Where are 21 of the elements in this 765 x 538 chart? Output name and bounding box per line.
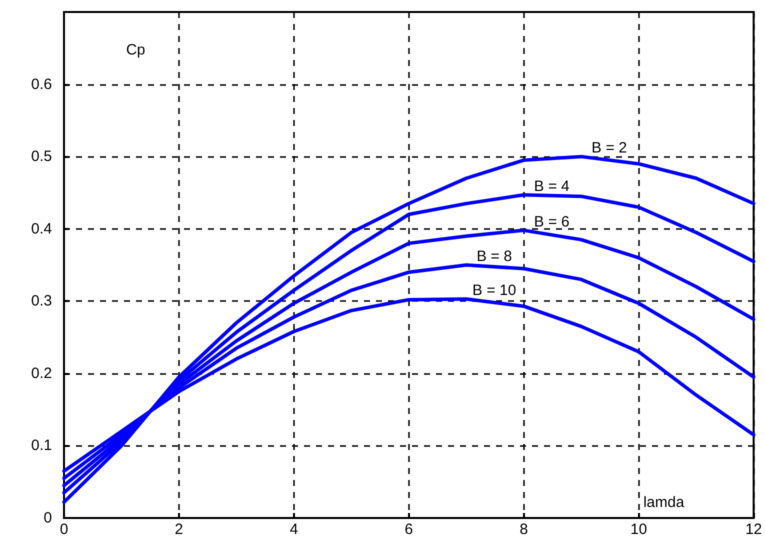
series-label: B = 8	[476, 248, 512, 265]
x-axis-title: lamda	[643, 494, 685, 512]
series-label: B = 10	[472, 282, 516, 299]
x-tick-label: 0	[60, 521, 68, 538]
x-tick-label: 2	[174, 521, 184, 538]
y-tick-label: 0.4	[31, 220, 52, 238]
x-tick-label: 8	[520, 521, 528, 538]
y-tick-label: 0.5	[31, 148, 52, 166]
x-tick-label: 12	[745, 521, 762, 538]
x-tick-label: 6	[404, 521, 413, 538]
series-label: B = 4	[534, 178, 570, 195]
y-tick-label: 0	[44, 510, 52, 526]
series-label: B = 6	[534, 213, 570, 230]
x-tick-label: 10	[630, 521, 648, 538]
y-axis-title: Cp	[126, 41, 146, 58]
y-tick-label: 0.3	[31, 292, 52, 310]
y-tick-label: 0.2	[31, 364, 52, 382]
y-tick-label: 0.6	[31, 76, 52, 93]
series-label: B = 2	[592, 140, 627, 157]
y-tick-label: 0.1	[31, 437, 52, 454]
x-tick-label: 4	[290, 521, 298, 538]
